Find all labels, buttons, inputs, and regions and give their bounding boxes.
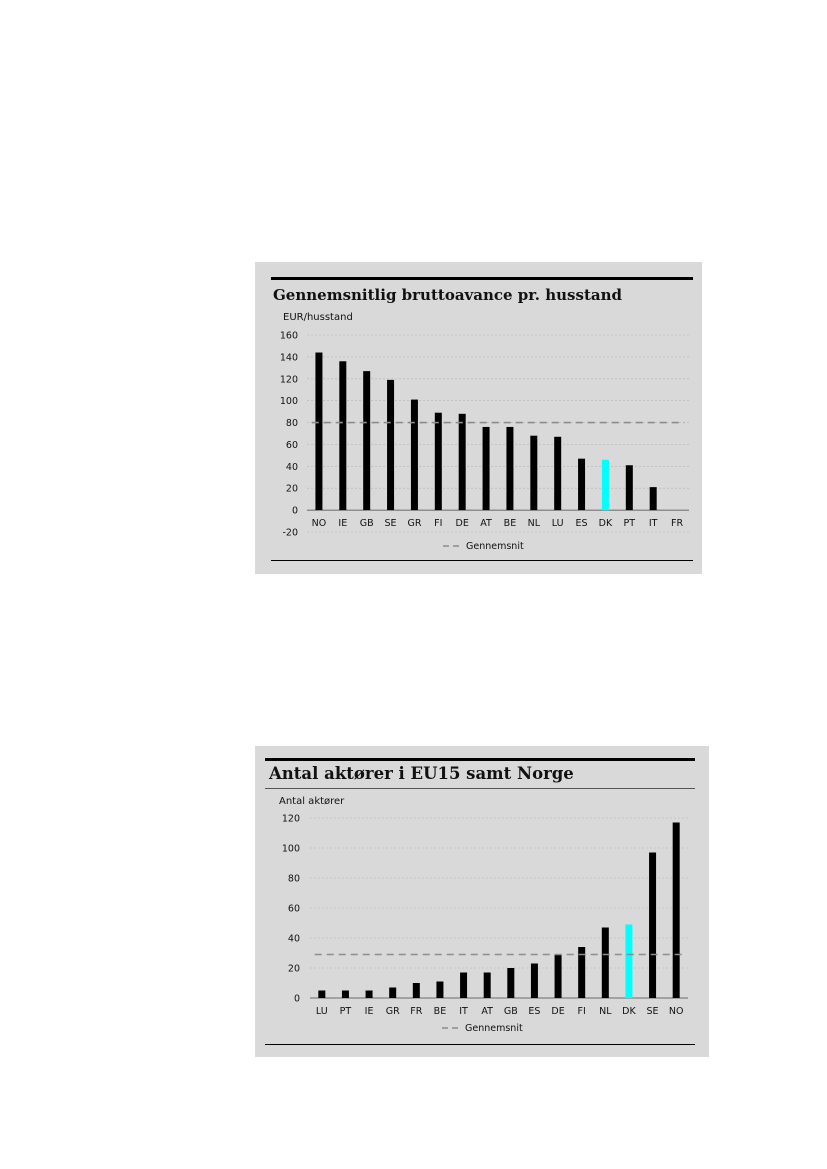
legend-label: Gennemsnit xyxy=(466,541,524,552)
bar-gb xyxy=(507,968,515,998)
bar-at xyxy=(483,972,491,998)
x-tick-label: IE xyxy=(365,1006,374,1017)
y-tick-label: 120 xyxy=(280,374,298,385)
x-tick-label: SE xyxy=(647,1006,659,1017)
chart-panel-bruttoavance: Gennemsnitlig bruttoavance pr. husstand … xyxy=(255,262,702,574)
bar-pt xyxy=(625,465,633,511)
x-tick-label: IE xyxy=(338,518,347,529)
x-tick-label: NO xyxy=(669,1006,684,1017)
y-tick-label: 0 xyxy=(292,506,298,517)
legend-label: Gennemsnit xyxy=(465,1023,523,1034)
bar-se xyxy=(387,379,395,511)
bar-de xyxy=(554,954,562,998)
bar-nl xyxy=(530,435,538,511)
chart-panel-aktoerer: Antal aktører i EU15 samt Norge Antal ak… xyxy=(255,746,709,1057)
x-tick-label: IT xyxy=(459,1006,468,1017)
x-tick-label: NL xyxy=(528,518,541,529)
bar-fi xyxy=(434,412,442,511)
x-tick-label: AT xyxy=(480,518,492,529)
y-tick-label: 40 xyxy=(286,462,298,473)
x-tick-label: FR xyxy=(671,518,683,529)
x-tick-label: GR xyxy=(407,518,421,529)
x-tick-label: FR xyxy=(410,1006,422,1017)
x-tick-label: LU xyxy=(552,518,564,529)
x-tick-label: AT xyxy=(481,1006,493,1017)
bar-pt xyxy=(341,990,349,998)
bar-at xyxy=(482,426,490,511)
bar-be xyxy=(506,426,514,511)
bar-dk xyxy=(601,459,609,511)
y-tick-label: 40 xyxy=(288,934,300,945)
bar-it xyxy=(460,972,468,998)
bar-no xyxy=(672,822,680,998)
y-tick-label: 60 xyxy=(286,440,298,451)
y-tick-label: 80 xyxy=(288,874,300,885)
bar-se xyxy=(649,852,657,998)
bar-gr xyxy=(389,987,397,998)
x-tick-label: NO xyxy=(312,518,327,529)
y-tick-label: 140 xyxy=(280,352,298,363)
bar-no xyxy=(315,352,323,511)
bar-es xyxy=(578,458,586,511)
x-tick-label: FI xyxy=(578,1006,586,1017)
bar-nl xyxy=(601,927,609,998)
x-tick-label: PT xyxy=(624,518,636,529)
bar-fi xyxy=(578,947,586,998)
bar-dk xyxy=(625,924,633,998)
x-tick-label: DK xyxy=(599,518,613,529)
bar-be xyxy=(436,981,444,998)
y-tick-label: 100 xyxy=(282,844,300,855)
y-tick-label: 120 xyxy=(282,814,300,825)
bar-es xyxy=(530,963,538,998)
y-tick-label: 160 xyxy=(280,331,298,342)
y-tick-label: 20 xyxy=(286,484,298,495)
y-axis-unit-label: Antal aktører xyxy=(279,796,345,807)
x-tick-label: BE xyxy=(434,1006,447,1017)
x-tick-label: SE xyxy=(385,518,397,529)
top-rule xyxy=(265,758,695,761)
x-tick-label: PT xyxy=(340,1006,352,1017)
x-tick-label: GR xyxy=(386,1006,400,1017)
top-rule xyxy=(271,277,693,280)
x-tick-label: BE xyxy=(504,518,517,529)
y-tick-label: 0 xyxy=(294,994,300,1005)
bar-ie xyxy=(365,990,373,998)
x-tick-label: DK xyxy=(622,1006,636,1017)
bar-de xyxy=(458,413,466,511)
y-tick-label: 80 xyxy=(286,418,298,429)
title-underline xyxy=(265,788,695,789)
x-tick-label: DE xyxy=(551,1006,564,1017)
chart-plot-area: -20 0 20 40 60 80 100 120 140 160 NO IE GB SE GR FI DE AT… xyxy=(280,331,689,552)
y-axis-unit-label: EUR/husstand xyxy=(283,312,353,323)
bar-lu xyxy=(318,990,326,998)
x-tick-label: LU xyxy=(316,1006,328,1017)
y-tick-label: 20 xyxy=(288,964,300,975)
y-tick-label: 100 xyxy=(280,396,298,407)
x-tick-label: GB xyxy=(360,518,374,529)
bar-gr xyxy=(410,399,418,511)
x-tick-label: ES xyxy=(528,1006,540,1017)
bar-fr xyxy=(412,983,420,998)
bottom-rule xyxy=(271,560,693,561)
y-tick-label: 60 xyxy=(288,904,300,915)
x-tick-label: FI xyxy=(434,518,442,529)
x-tick-label: DE xyxy=(456,518,469,529)
bar-ie xyxy=(339,361,347,511)
bottom-rule xyxy=(265,1044,695,1045)
x-tick-label: IT xyxy=(649,518,658,529)
chart-title: Gennemsnitlig bruttoavance pr. husstand xyxy=(273,286,622,304)
bar-lu xyxy=(554,436,562,511)
x-tick-label: NL xyxy=(599,1006,612,1017)
bar-gb xyxy=(363,371,371,511)
chart-plot-area: 0 20 40 60 80 100 120 LU PT IE GR FR BE IT AT GB ES DE FI N… xyxy=(282,814,688,1034)
x-tick-label: GB xyxy=(504,1006,518,1017)
y-tick-label: -20 xyxy=(282,528,298,539)
bar-it xyxy=(649,487,657,511)
chart-title: Antal aktører i EU15 samt Norge xyxy=(269,764,574,783)
x-tick-label: ES xyxy=(576,518,588,529)
